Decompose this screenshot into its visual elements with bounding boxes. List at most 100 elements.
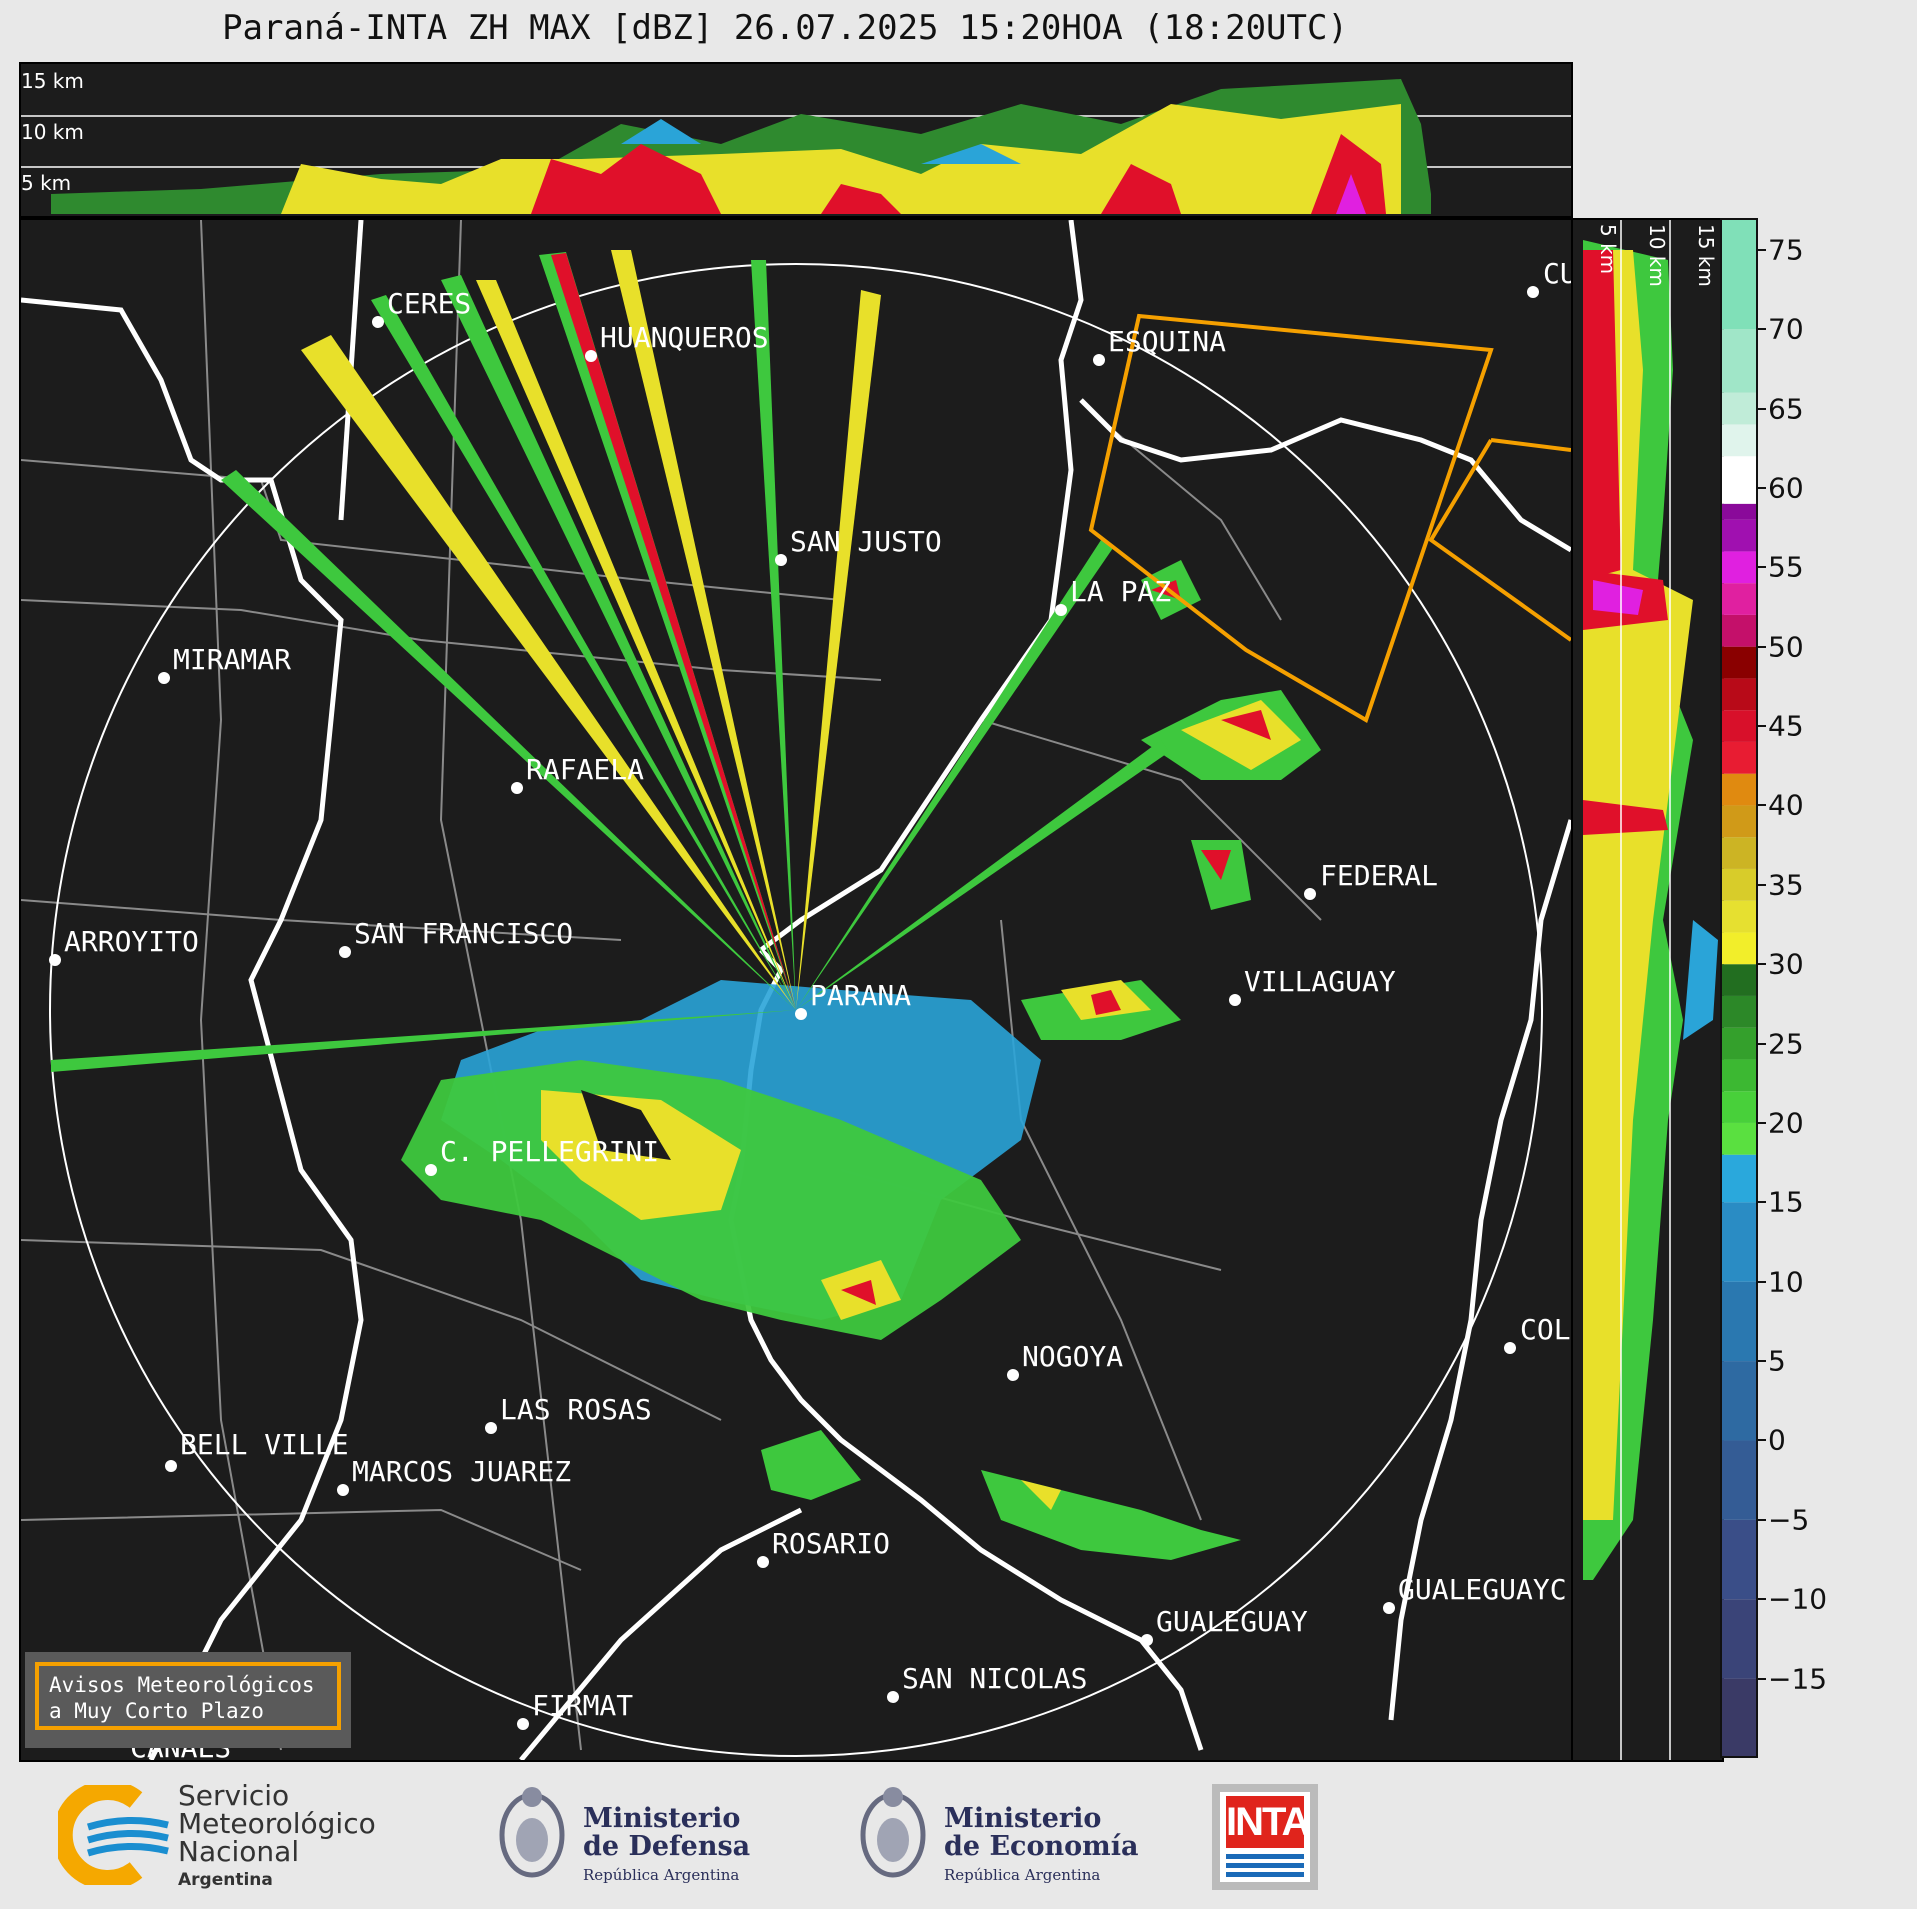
city-marker: LA PAZ (1055, 575, 1171, 616)
city-marker: MIRAMAR (158, 643, 291, 684)
precipitation-echoes (401, 560, 1321, 1560)
city-label: ROSARIO (772, 1527, 890, 1560)
colorbar-tick-label: 65 (1768, 392, 1804, 425)
city-dot (1007, 1369, 1019, 1381)
colorbar-band (1720, 710, 1758, 742)
city-label: GUALEGUAY (1156, 1605, 1308, 1638)
city-marker: ROSARIO (757, 1527, 890, 1568)
colorbar-tick-mark (1758, 645, 1766, 648)
colorbar-band (1720, 773, 1758, 806)
defensa-line3: República Argentina (583, 1866, 740, 1884)
city-marker: FEDERAL (1304, 859, 1438, 900)
colorbar-band (1720, 551, 1758, 584)
city-marker: NOGOYA (1007, 1340, 1123, 1381)
smn-line1: Servicio (178, 1779, 290, 1812)
warning-legend-frame: Avisos Meteorológicos a Muy Corto Plazo (35, 1662, 341, 1730)
city-marker: SAN NICOLAS (887, 1662, 1087, 1703)
colorbar-tick-mark (1758, 1518, 1766, 1521)
colorbar-band (1720, 614, 1758, 647)
colorbar-band (1720, 1361, 1758, 1441)
colorbar-band (1720, 837, 1758, 869)
colorbar-tick-label: 50 (1768, 630, 1804, 664)
city-marker: SAN JUSTO (775, 525, 942, 566)
city-marker: ARROYITO (49, 925, 199, 966)
city-marker: ESQUINA (1093, 325, 1226, 366)
colorbar (1720, 218, 1758, 1758)
colorbar-band (1720, 1122, 1758, 1155)
city-dot (339, 946, 351, 958)
colorbar-band (1720, 503, 1758, 520)
city-label: MIRAMAR (173, 643, 291, 676)
city-marker: PARANA (795, 979, 911, 1020)
city-label: HUANQUEROS (600, 321, 769, 354)
inta-logo-frame: INTA (1220, 1792, 1310, 1882)
defensa-line2: de Defensa (583, 1831, 751, 1862)
city-dot (585, 350, 597, 362)
colorbar-band (1720, 964, 1758, 996)
radial-rays (51, 250, 1169, 1072)
colorbar-tick-mark (1758, 1280, 1766, 1283)
city-label: LA PAZ (1070, 575, 1171, 608)
colorbar-band (1720, 1059, 1758, 1092)
defensa-line1: Ministerio (583, 1803, 741, 1834)
colorbar-band (1720, 678, 1758, 711)
colorbar-band (1720, 1027, 1758, 1060)
colorbar-tick-label: 55 (1768, 550, 1804, 584)
city-dot (158, 672, 170, 684)
side-cross-section-svg: 5 km 10 km 15 km (1583, 220, 1718, 1760)
colorbar-tick-label: −5 (1768, 1503, 1810, 1537)
colorbar-tick-mark (1758, 725, 1766, 728)
radar-map-svg: CERES HUANQUEROS ESQUINA CU SAN JUSTO LA PAZ M… (21, 220, 1571, 1760)
colorbar-tick-mark (1758, 1121, 1766, 1124)
city-dot (1504, 1342, 1516, 1354)
city-dot (485, 1422, 497, 1434)
colorbar-tick-mark (1758, 407, 1766, 410)
colorbar-band (1720, 1440, 1758, 1520)
defensa-logo-text: Ministerio de Defensa República Argentin… (583, 1805, 750, 1889)
colorbar-band (1720, 392, 1758, 425)
city-marker: VILLAGUAY (1229, 965, 1396, 1006)
city-dot (1229, 994, 1241, 1006)
colorbar-tick-label: 35 (1768, 868, 1804, 902)
city-marker: CU (1527, 257, 1571, 298)
city-dot (1383, 1602, 1395, 1614)
radar-map-panel: CERES HUANQUEROS ESQUINA CU SAN JUSTO LA PAZ M… (19, 218, 1573, 1762)
city-marker: BELL VILLE (165, 1428, 349, 1472)
warning-polygons (1088, 313, 1571, 723)
city-marker: GUALEGUAY (1141, 1605, 1308, 1646)
city-label: CERES (387, 287, 471, 320)
economia-line2: de Economía (944, 1831, 1139, 1862)
colorbar-tick-mark (1758, 1360, 1766, 1363)
city-dot (1055, 604, 1067, 616)
colorbar-tick-mark (1758, 1439, 1766, 1442)
city-dot (887, 1691, 899, 1703)
inta-stripe-2 (1226, 1863, 1304, 1868)
colorbar-band (1720, 900, 1758, 933)
city-marker: FIRMAT (517, 1689, 633, 1730)
city-label: LAS ROSAS (500, 1393, 652, 1426)
city-dot (165, 1460, 177, 1472)
city-label: SAN JUSTO (790, 525, 942, 558)
colorbar-tick-label: 10 (1768, 1265, 1804, 1299)
city-dot (511, 782, 523, 794)
colorbar-tick-label: 15 (1768, 1185, 1804, 1219)
city-dot (49, 954, 61, 966)
colorbar-band (1720, 868, 1758, 901)
colorbar-band (1720, 424, 1758, 457)
colorbar-band (1720, 1281, 1758, 1362)
colorbar-tick-mark (1758, 883, 1766, 886)
city-label: GUALEGUAYC (1398, 1573, 1567, 1606)
colorbar-tick-mark (1758, 804, 1766, 807)
colorbar-band (1720, 741, 1758, 774)
colorbar-tick-mark (1758, 1598, 1766, 1601)
warning-legend-box: Avisos Meteorológicos a Muy Corto Plazo (25, 1652, 351, 1748)
colorbar-tick-mark (1758, 248, 1766, 251)
colorbar-tick-label: 70 (1768, 312, 1804, 346)
city-dot (757, 1556, 769, 1568)
defensa-seal-icon (499, 1787, 565, 1878)
colorbar-band (1720, 1599, 1758, 1679)
colorbar-tick-label: 5 (1768, 1344, 1786, 1378)
colorbar-tick-mark (1758, 566, 1766, 569)
city-dot (1304, 888, 1316, 900)
colorbar-tick-label: 30 (1768, 947, 1804, 981)
